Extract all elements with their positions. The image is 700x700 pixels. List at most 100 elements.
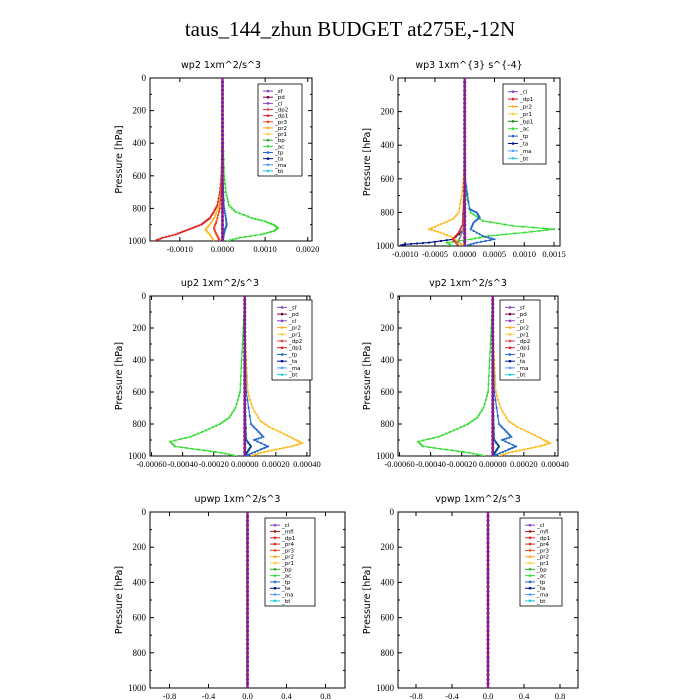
series-marker: [176, 232, 179, 235]
legend-marker: [528, 586, 532, 590]
series-marker: [481, 234, 484, 237]
y-axis-label: Pressure [hPa]: [362, 342, 373, 410]
zero-profile-marker: [491, 438, 495, 442]
legend-marker: [273, 549, 277, 552]
series-marker: [211, 426, 214, 429]
series-marker: [468, 207, 471, 211]
series-marker: [248, 414, 251, 418]
legend-marker: [280, 373, 284, 376]
zero-profile-marker: [463, 185, 467, 189]
legend-marker: [280, 353, 284, 356]
series-marker: [494, 390, 497, 394]
series-marker: [441, 434, 444, 437]
zero-profile-marker: [220, 133, 225, 137]
legend-label: _ta: [536, 586, 545, 592]
zero-profile-marker: [243, 298, 247, 302]
y-tick-label: 200: [133, 323, 147, 333]
legend-marker: [508, 332, 512, 336]
zero-profile-marker: [491, 394, 495, 398]
series-marker: [499, 424, 502, 427]
zero-profile-marker: [220, 239, 225, 241]
series-marker: [266, 424, 269, 427]
series-marker: [520, 427, 523, 430]
series-marker: [234, 210, 237, 213]
zero-profile-marker: [245, 607, 250, 611]
legend-label: _pr3: [536, 548, 550, 554]
legend-box: [257, 83, 303, 177]
zero-profile-marker: [486, 655, 490, 659]
series-marker: [538, 229, 541, 232]
zero-profile-marker: [463, 152, 467, 156]
y-tick-label: 400: [133, 577, 147, 587]
zero-profile-marker: [491, 418, 495, 422]
series-marker: [232, 454, 235, 456]
series-marker: [433, 446, 436, 450]
series-marker: [286, 446, 289, 449]
zero-profile-marker: [220, 100, 225, 105]
series-marker: [488, 358, 491, 362]
series-marker: [251, 452, 254, 455]
series-marker: [261, 447, 264, 450]
zero-profile-marker: [243, 362, 247, 366]
zero-profile-marker: [245, 629, 250, 633]
series-marker: [460, 226, 463, 229]
series-marker: [253, 450, 256, 454]
series-marker: [439, 239, 442, 243]
zero-profile-marker: [463, 78, 467, 80]
series-marker: [505, 233, 508, 236]
series-marker: [543, 443, 546, 446]
zero-profile-marker: [245, 523, 250, 527]
legend-label: _bt: [516, 373, 526, 379]
y-tick-label: 600: [133, 171, 147, 181]
zero-profile-marker: [245, 624, 250, 629]
zero-profile-marker: [243, 338, 247, 342]
series-marker: [216, 200, 220, 203]
legend-label: _tp: [536, 580, 546, 586]
series-marker: [453, 216, 456, 219]
y-axis-label: Pressure [hPa]: [362, 566, 373, 634]
series-marker: [399, 244, 402, 246]
series-marker: [259, 419, 262, 422]
series-marker: [168, 235, 171, 238]
series-line-dp1: [154, 78, 224, 241]
legend-label: _ac: [281, 574, 291, 580]
x-tick-label: 0.8: [320, 691, 331, 700]
legend-label: _dp1: [536, 536, 550, 542]
series-marker: [437, 435, 440, 438]
panel-title: wp2 1xm^2/s^3: [181, 60, 261, 71]
panel-title: upwp 1xm^2/s^3: [195, 494, 281, 505]
series-marker: [532, 226, 535, 229]
zero-profile-marker: [243, 370, 247, 374]
series-marker: [239, 390, 242, 394]
series-marker: [502, 427, 505, 430]
zero-profile-marker: [243, 306, 247, 310]
zero-profile-marker: [220, 137, 225, 141]
series-marker: [480, 240, 483, 243]
series-marker: [469, 421, 472, 424]
zero-profile-marker: [245, 545, 250, 549]
series-marker: [221, 421, 224, 424]
zero-profile-marker: [491, 322, 495, 326]
series-line-dp1: [417, 296, 494, 456]
zero-profile-marker: [243, 414, 247, 418]
legend-marker: [511, 149, 515, 153]
zero-profile-marker: [486, 633, 490, 637]
y-axis-label: Pressure [hPa]: [114, 566, 125, 634]
legend-marker: [528, 549, 532, 552]
zero-profile-marker: [463, 215, 467, 219]
series-marker: [472, 452, 475, 455]
series-marker: [477, 217, 480, 220]
zero-profile-marker: [463, 198, 467, 202]
series-marker: [472, 221, 475, 224]
zero-profile-marker: [491, 366, 495, 370]
x-tick-label: -0.4: [202, 691, 216, 700]
zero-profile-marker: [220, 113, 225, 117]
series-marker: [218, 210, 221, 213]
series-marker: [477, 414, 480, 417]
series-marker: [507, 451, 510, 454]
series-marker: [459, 234, 462, 237]
zero-profile-marker: [463, 131, 467, 135]
zero-profile-marker: [245, 554, 250, 558]
series-marker: [481, 219, 484, 222]
legend-marker: [266, 102, 270, 105]
